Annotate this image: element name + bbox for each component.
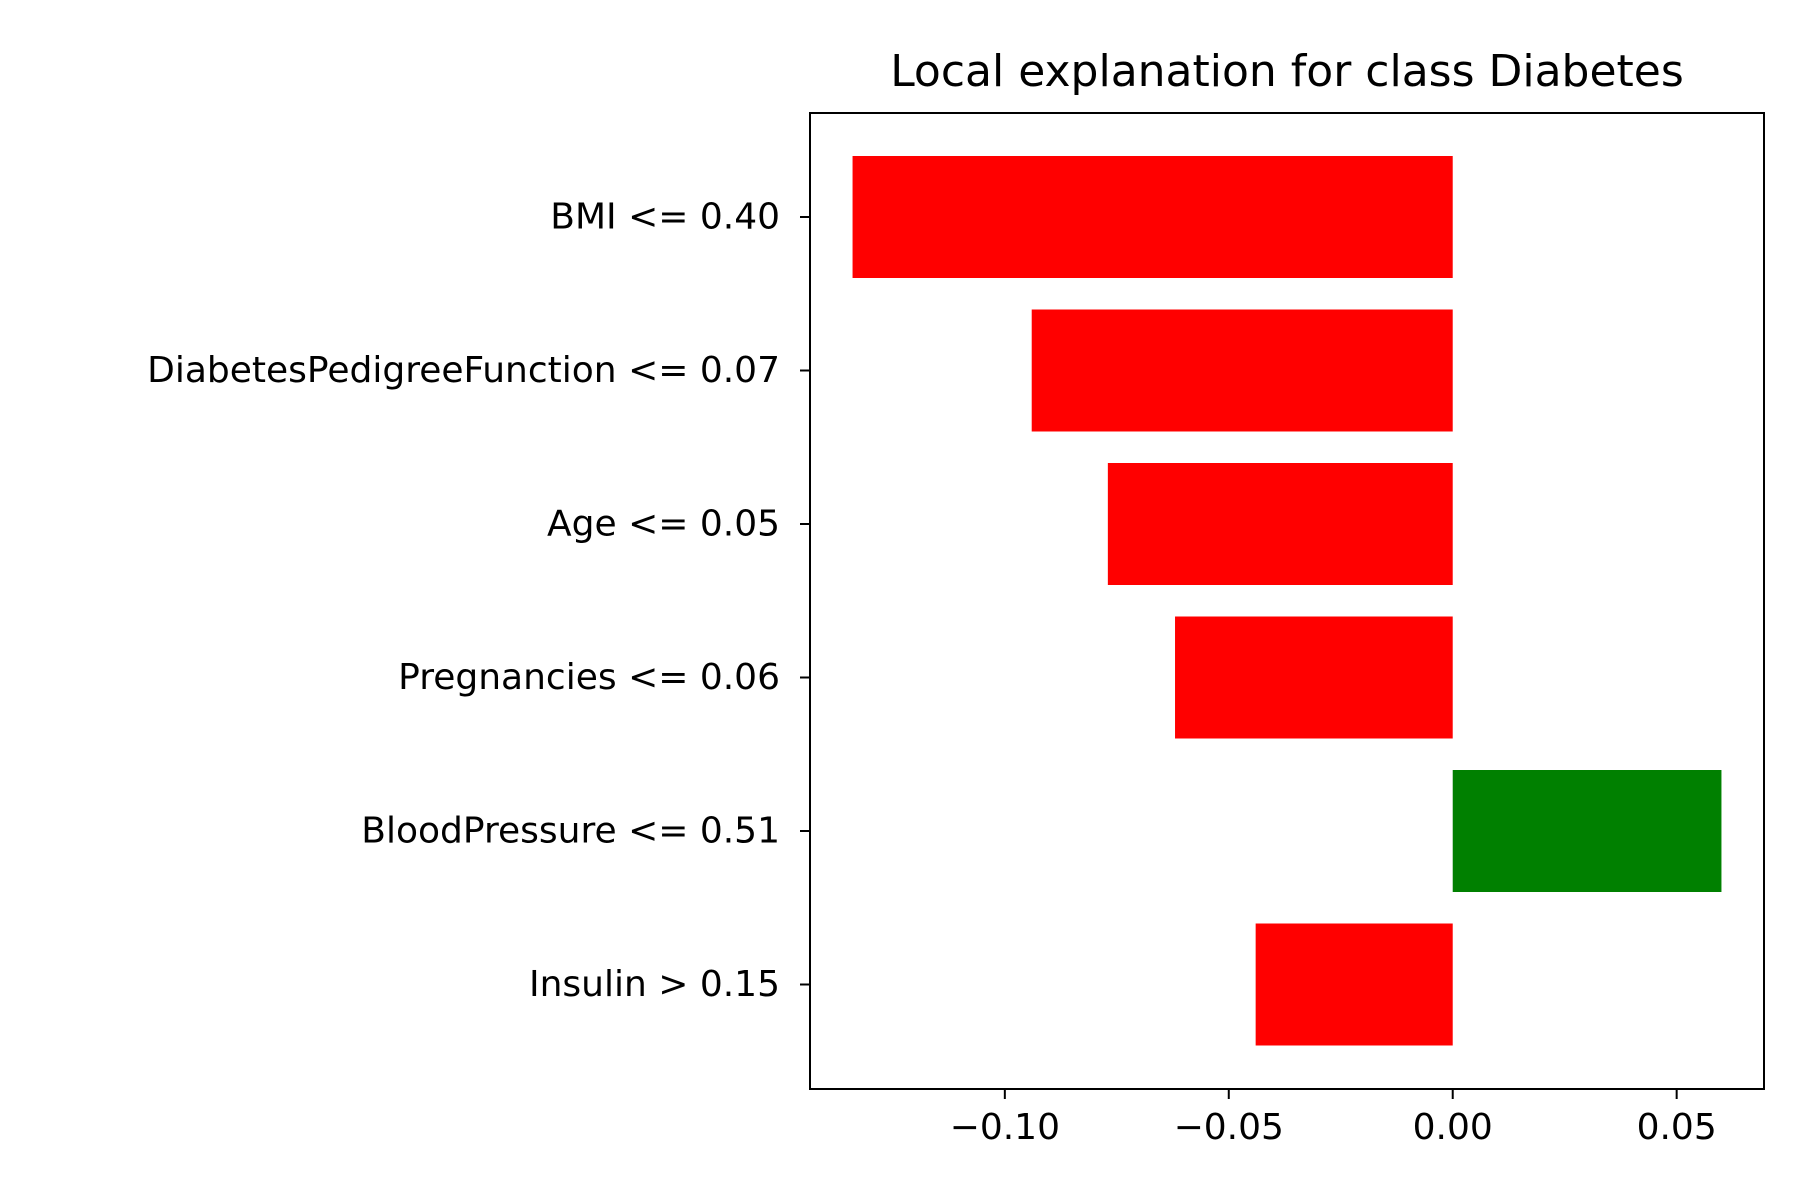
y-axis: BMI <= 0.40 DiabetesPedigreeFunction <= 0… bbox=[147, 197, 810, 1005]
y-tick-label-4: BloodPressure <= 0.51 bbox=[361, 811, 780, 852]
y-tick-label-0: BMI <= 0.40 bbox=[550, 197, 780, 238]
x-tick-label-1: −0.05 bbox=[1174, 1107, 1284, 1148]
y-tick-label-1: DiabetesPedigreeFunction <= 0.07 bbox=[147, 350, 780, 391]
bar-0 bbox=[852, 156, 1453, 278]
x-tick-label-2: 0.00 bbox=[1413, 1107, 1493, 1148]
bar-2 bbox=[1107, 463, 1453, 585]
bars-layer bbox=[852, 156, 1722, 1046]
chart-title: Local explanation for class Diabetes bbox=[890, 46, 1684, 97]
y-tick-label-5: Insulin > 0.15 bbox=[529, 964, 780, 1005]
x-tick-label-0: −0.10 bbox=[950, 1107, 1060, 1148]
x-axis: −0.10 −0.05 0.00 0.05 bbox=[950, 1089, 1717, 1148]
bar-5 bbox=[1255, 923, 1453, 1046]
bar-4 bbox=[1452, 770, 1722, 892]
x-tick-label-3: 0.05 bbox=[1637, 1107, 1717, 1148]
y-tick-label-2: Age <= 0.05 bbox=[547, 504, 780, 545]
bar-1 bbox=[1031, 309, 1453, 432]
y-tick-label-3: Pregnancies <= 0.06 bbox=[398, 657, 780, 698]
plot-frame bbox=[809, 112, 1765, 1090]
bar-3 bbox=[1175, 616, 1453, 739]
